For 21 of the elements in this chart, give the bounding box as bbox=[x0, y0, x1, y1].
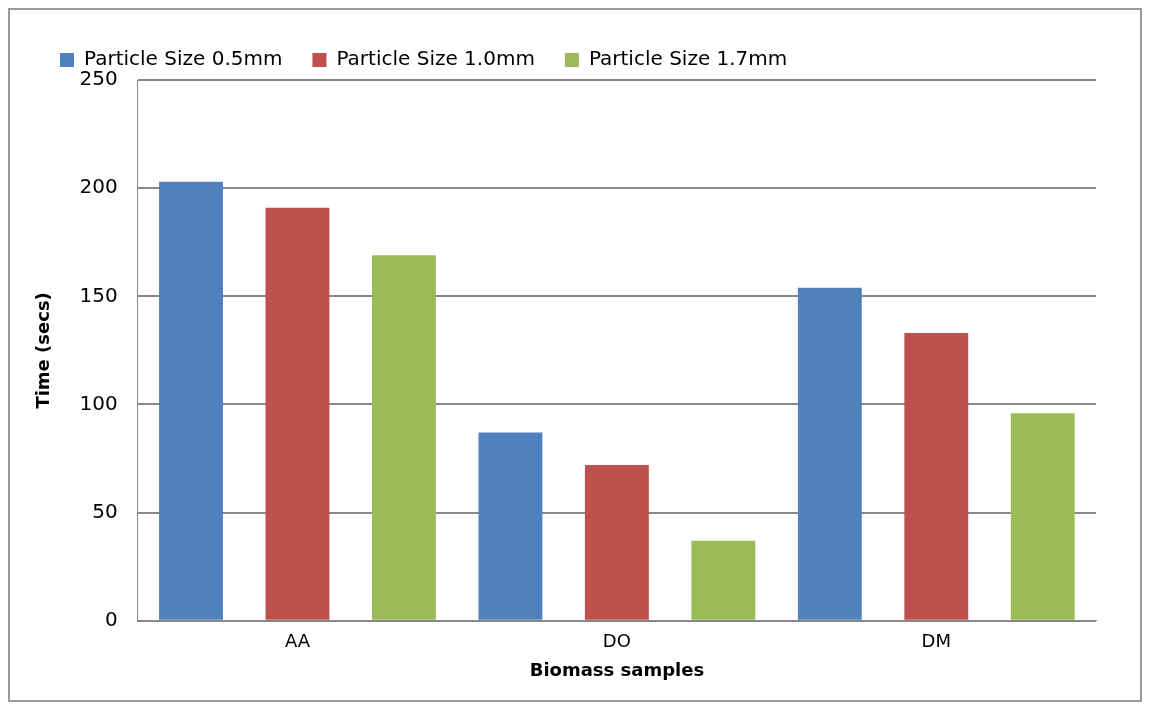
x-tick-label: DO bbox=[602, 630, 631, 652]
bar bbox=[691, 540, 756, 620]
x-axis-title: Biomass samples bbox=[529, 658, 705, 680]
y-tick-label: 200 bbox=[79, 174, 118, 199]
x-tick-label: DM bbox=[921, 630, 951, 652]
bar bbox=[904, 333, 969, 620]
bar bbox=[1010, 413, 1075, 620]
bar bbox=[584, 465, 649, 620]
legend-label: Particle Size 1.0mm bbox=[336, 46, 535, 71]
x-tick-label: AA bbox=[284, 630, 311, 652]
bar bbox=[797, 287, 862, 620]
y-tick-label: 100 bbox=[79, 390, 118, 415]
bar bbox=[372, 255, 436, 620]
y-axis-title: Time (secs) bbox=[32, 292, 54, 409]
bar bbox=[478, 432, 543, 620]
y-tick-label: 50 bbox=[92, 498, 118, 523]
bar bbox=[265, 207, 330, 620]
y-tick-label: 0 bbox=[105, 607, 118, 631]
y-tick-label: 150 bbox=[79, 282, 118, 307]
bar bbox=[159, 181, 223, 620]
legend-label: Particle Size 1.7mm bbox=[588, 46, 788, 71]
